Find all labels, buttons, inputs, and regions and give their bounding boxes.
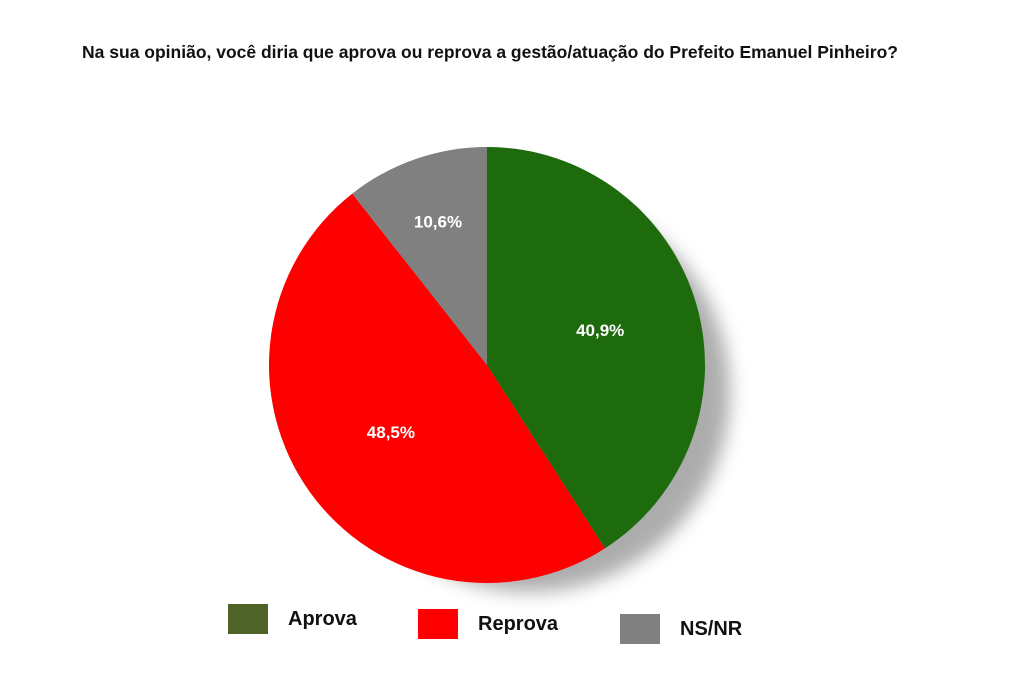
pie-label-nsnr: 10,6% [414, 213, 462, 232]
pie-label-aprova: 40,9% [576, 321, 624, 340]
pie-slice-aprova [487, 147, 705, 549]
pie-slice-nsnr [352, 147, 487, 365]
legend-item-reprova: Reprova [418, 609, 558, 639]
legend-label-nsnr: NS/NR [680, 617, 743, 640]
pie-slice-reprova [269, 193, 605, 583]
legend-swatch-reprova [418, 609, 458, 639]
pie-slice-labels: 40,9% 48,5% 10,6% [367, 213, 625, 442]
legend-swatch-aprova [228, 604, 268, 634]
legend-item-aprova: Aprova [228, 604, 357, 634]
legend-swatch-nsnr [620, 614, 660, 644]
legend-label-aprova: Aprova [288, 607, 357, 630]
chart-title-text: Na sua opinião, você diria que aprova ou… [82, 42, 898, 62]
pie-label-reprova: 48,5% [367, 423, 415, 442]
legend-item-nsnr: NS/NR [620, 614, 742, 644]
pie-slices [269, 147, 705, 583]
legend-label-reprova: Reprova [478, 612, 559, 635]
chart-title: Na sua opinião, você diria que aprova ou… [60, 42, 920, 63]
